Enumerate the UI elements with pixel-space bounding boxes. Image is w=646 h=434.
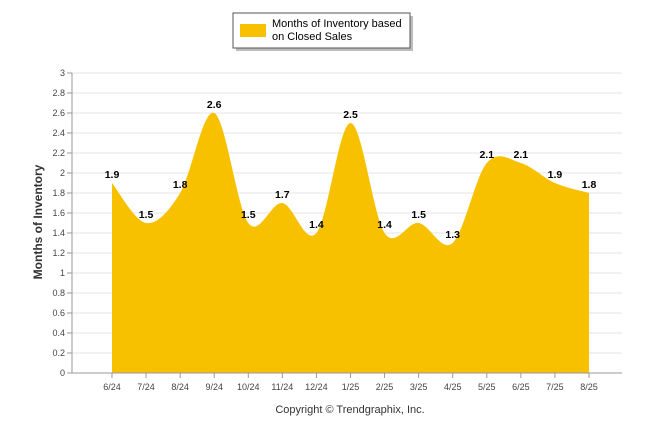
y-tick-label: 1.4 bbox=[52, 228, 65, 238]
x-tick-label: 8/25 bbox=[580, 382, 598, 392]
axes bbox=[71, 73, 622, 374]
x-tick-label: 6/25 bbox=[512, 382, 530, 392]
x-tick-label: 11/24 bbox=[271, 382, 293, 392]
x-tick-label: 10/24 bbox=[237, 382, 260, 392]
data-label: 2.1 bbox=[514, 149, 529, 161]
data-label: 1.9 bbox=[105, 169, 120, 181]
x-tick-label: 3/25 bbox=[410, 382, 428, 392]
legend-swatch bbox=[240, 24, 266, 37]
data-label: 1.9 bbox=[548, 169, 563, 181]
data-label: 1.8 bbox=[173, 179, 188, 191]
y-tick-label: 2 bbox=[60, 168, 65, 178]
data-label: 1.7 bbox=[275, 189, 290, 201]
y-tick-label: 0.8 bbox=[52, 288, 65, 298]
y-tick-label: 1.2 bbox=[52, 248, 65, 258]
data-label: 1.5 bbox=[139, 209, 154, 221]
x-tick-label: 12/24 bbox=[305, 382, 328, 392]
y-tick-labels: 0 0.2 0.4 0.6 0.8 1 1.2 1.4 1.6 1.8 2 2.2 2.4 2.6 2.8 3 bbox=[52, 68, 72, 378]
x-tick-label: 9/24 bbox=[205, 382, 223, 392]
legend-line-2: on Closed Sales bbox=[272, 31, 353, 43]
data-label: 1.4 bbox=[309, 219, 324, 231]
copyright-footer: Copyright © Trendgraphix, Inc. bbox=[275, 404, 424, 416]
data-label: 2.5 bbox=[343, 109, 358, 121]
y-tick-label: 2.4 bbox=[52, 128, 65, 138]
y-tick-label: 2.6 bbox=[52, 108, 65, 118]
data-label: 1.5 bbox=[241, 209, 256, 221]
y-tick-label: 0.2 bbox=[52, 348, 65, 358]
x-tick-label: 2/25 bbox=[376, 382, 394, 392]
data-label: 1.8 bbox=[582, 179, 597, 191]
y-axis-title: Months of Inventory bbox=[31, 164, 45, 279]
x-tick-labels: 6/24 7/24 8/24 9/24 10/24 11/24 12/24 1/25 2/25 3… bbox=[103, 373, 598, 392]
x-tick-label: 8/24 bbox=[171, 382, 189, 392]
series-area bbox=[112, 112, 589, 373]
x-tick-label: 1/25 bbox=[342, 382, 360, 392]
legend-line-1: Months of Inventory based bbox=[272, 18, 402, 30]
y-tick-label: 0.6 bbox=[52, 308, 65, 318]
data-label: 2.1 bbox=[479, 149, 494, 161]
data-label: 1.5 bbox=[411, 209, 426, 221]
x-tick-label: 7/24 bbox=[137, 382, 155, 392]
y-tick-label: 1.6 bbox=[52, 208, 65, 218]
y-tick-label: 1.8 bbox=[52, 188, 65, 198]
data-label: 1.3 bbox=[445, 229, 460, 241]
x-tick-label: 4/25 bbox=[444, 382, 462, 392]
x-tick-label: 6/24 bbox=[103, 382, 121, 392]
x-tick-label: 5/25 bbox=[478, 382, 496, 392]
y-tick-label: 2.2 bbox=[52, 148, 65, 158]
data-labels: 1.9 1.5 1.8 2.6 1.5 1.7 1.4 2.5 1.4 1.5 1.3 2.1 2.1 1… bbox=[105, 99, 597, 241]
y-tick-label: 3 bbox=[60, 68, 65, 78]
series-area-fill bbox=[112, 112, 589, 373]
data-label: 2.6 bbox=[207, 99, 222, 111]
y-tick-label: 2.8 bbox=[52, 88, 65, 98]
y-tick-label: 0.4 bbox=[52, 328, 65, 338]
legend: Months of Inventory based on Closed Sale… bbox=[232, 12, 413, 51]
y-tick-label: 0 bbox=[60, 368, 65, 378]
y-tick-label: 1 bbox=[60, 268, 65, 278]
x-tick-label: 7/25 bbox=[546, 382, 564, 392]
data-label: 1.4 bbox=[377, 219, 392, 231]
